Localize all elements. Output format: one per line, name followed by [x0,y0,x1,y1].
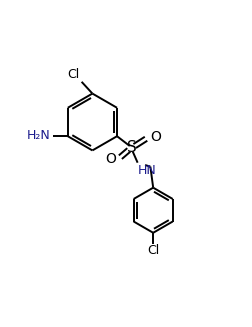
Text: H₂N: H₂N [26,129,50,142]
Text: Cl: Cl [67,68,79,81]
Text: HN: HN [137,164,156,177]
Text: Cl: Cl [146,244,159,257]
Text: O: O [105,152,116,166]
Text: S: S [126,141,136,155]
Text: O: O [149,129,160,144]
